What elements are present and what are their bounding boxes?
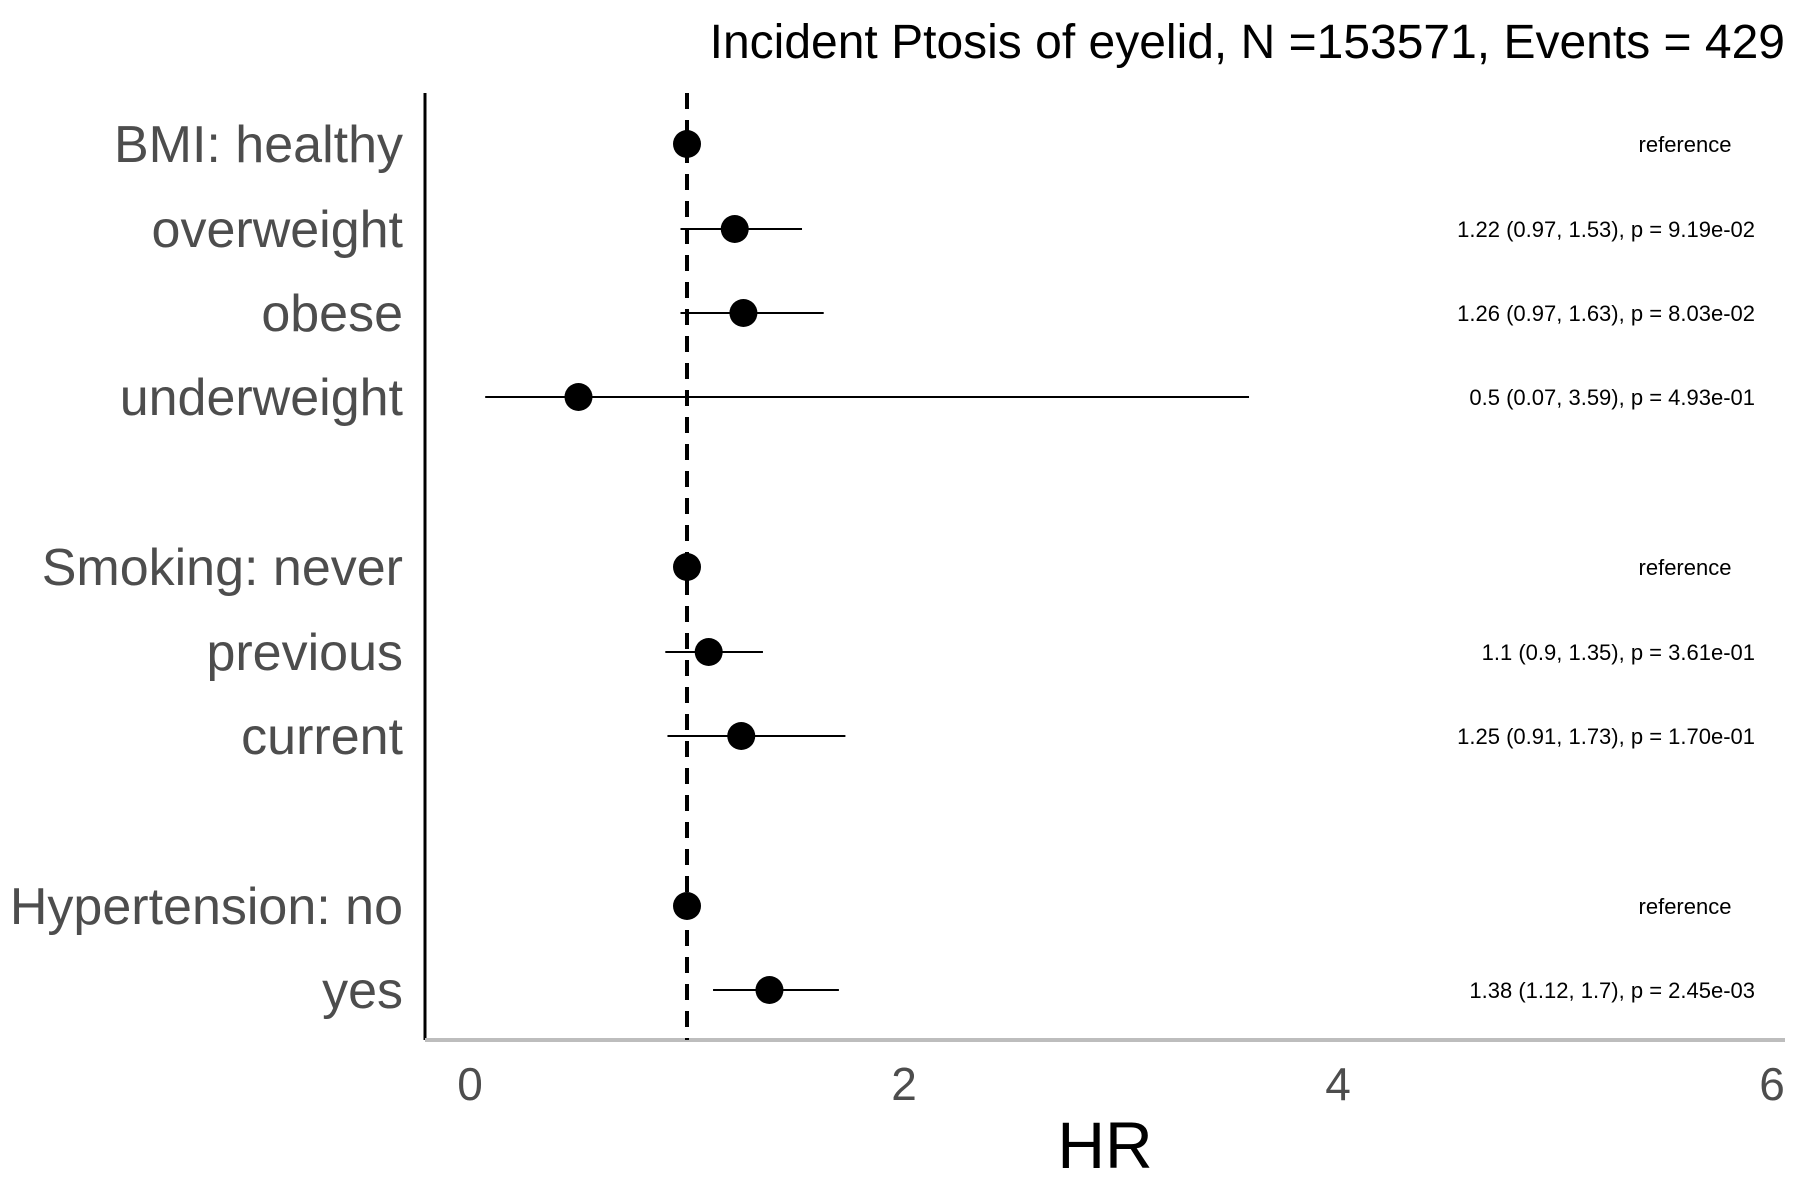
row-annotation: 1.25 (0.91, 1.73), p = 1.70e-01 xyxy=(1457,724,1755,749)
hr-point xyxy=(694,638,723,666)
row-label: obese xyxy=(261,285,403,343)
row-label: previous xyxy=(206,624,403,682)
x-tick-label: 6 xyxy=(1759,1058,1785,1110)
hr-point xyxy=(564,383,593,411)
row-label: Smoking: never xyxy=(42,539,403,597)
hr-point xyxy=(673,130,701,158)
row-label: underweight xyxy=(120,369,404,427)
row-annotation: 1.22 (0.97, 1.53), p = 9.19e-02 xyxy=(1457,217,1755,242)
hr-point xyxy=(673,892,701,920)
hr-point xyxy=(729,299,758,327)
hr-point xyxy=(720,215,749,243)
x-tick-label: 2 xyxy=(891,1058,917,1110)
chart-title: Incident Ptosis of eyelid, N =153571, Ev… xyxy=(710,16,1785,69)
hr-point xyxy=(727,722,756,750)
row-label: BMI: healthy xyxy=(114,116,403,174)
x-tick-label: 0 xyxy=(457,1058,483,1110)
hr-point xyxy=(673,553,701,581)
row-annotation: 1.26 (0.97, 1.63), p = 8.03e-02 xyxy=(1457,301,1755,326)
row-annotation: reference xyxy=(1639,132,1732,157)
row-annotation: 1.1 (0.9, 1.35), p = 3.61e-01 xyxy=(1482,640,1755,665)
row-label: overweight xyxy=(152,201,404,259)
row-annotation: 1.38 (1.12, 1.7), p = 2.45e-03 xyxy=(1469,978,1755,1003)
x-tick-label: 4 xyxy=(1325,1058,1351,1110)
row-annotation: 0.5 (0.07, 3.59), p = 4.93e-01 xyxy=(1469,385,1755,410)
row-annotation: reference xyxy=(1639,555,1732,580)
hr-point xyxy=(755,976,784,1004)
row-label: Hypertension: no xyxy=(10,878,403,936)
plot-area: 0 2 4 6 BMI: healthy reference overweight 1.22 … xyxy=(10,93,1785,1110)
row-label: yes xyxy=(322,962,403,1020)
row-annotation: reference xyxy=(1639,894,1732,919)
x-axis-title: HR xyxy=(1057,1108,1152,1182)
row-label: current xyxy=(241,708,403,766)
